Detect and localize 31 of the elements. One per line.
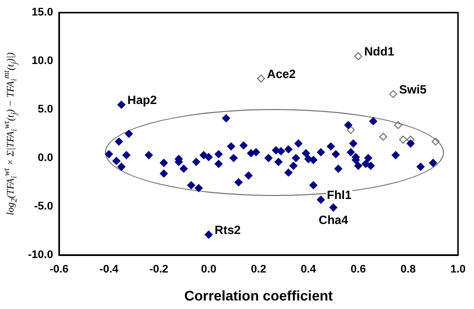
y-tick-label: 0.0 xyxy=(38,152,54,164)
y-tick-label: -5.0 xyxy=(34,200,54,213)
y-tick-label: 10.0 xyxy=(32,55,54,68)
x-tick-label: 0.0 xyxy=(201,264,216,276)
point xyxy=(346,126,355,134)
point xyxy=(432,138,440,146)
x-tick-label: 0.8 xyxy=(400,264,416,276)
y-tick-label: -10.0 xyxy=(28,249,54,262)
point xyxy=(394,121,402,130)
x-tick-label: 0.6 xyxy=(350,264,366,276)
x-tick-label: 0.2 xyxy=(250,264,266,276)
y-tick-label: 15.0 xyxy=(32,6,54,19)
point xyxy=(379,132,388,141)
annotation: Cha4 xyxy=(318,212,348,227)
annotation: Ndd1 xyxy=(364,44,395,59)
x-axis-title: Correlation coefficient xyxy=(184,287,334,304)
point xyxy=(399,136,408,144)
x-tick-label: -0.2 xyxy=(149,264,168,276)
annotation: Swi5 xyxy=(399,82,427,96)
x-tick-label: -0.4 xyxy=(99,264,120,276)
point xyxy=(257,74,266,83)
annotation: Ace2 xyxy=(267,66,296,81)
annotation: Fhl1 xyxy=(326,188,352,202)
x-tick-label: -0.6 xyxy=(50,264,69,276)
x-tick-label: 0.4 xyxy=(300,264,317,276)
point xyxy=(389,90,398,98)
x-tick-label: 1.0 xyxy=(450,264,466,276)
annotation: Rts2 xyxy=(214,222,242,237)
y-tick-label: 5.0 xyxy=(38,104,54,116)
point xyxy=(354,52,362,60)
annotation: Hap2 xyxy=(127,93,158,108)
